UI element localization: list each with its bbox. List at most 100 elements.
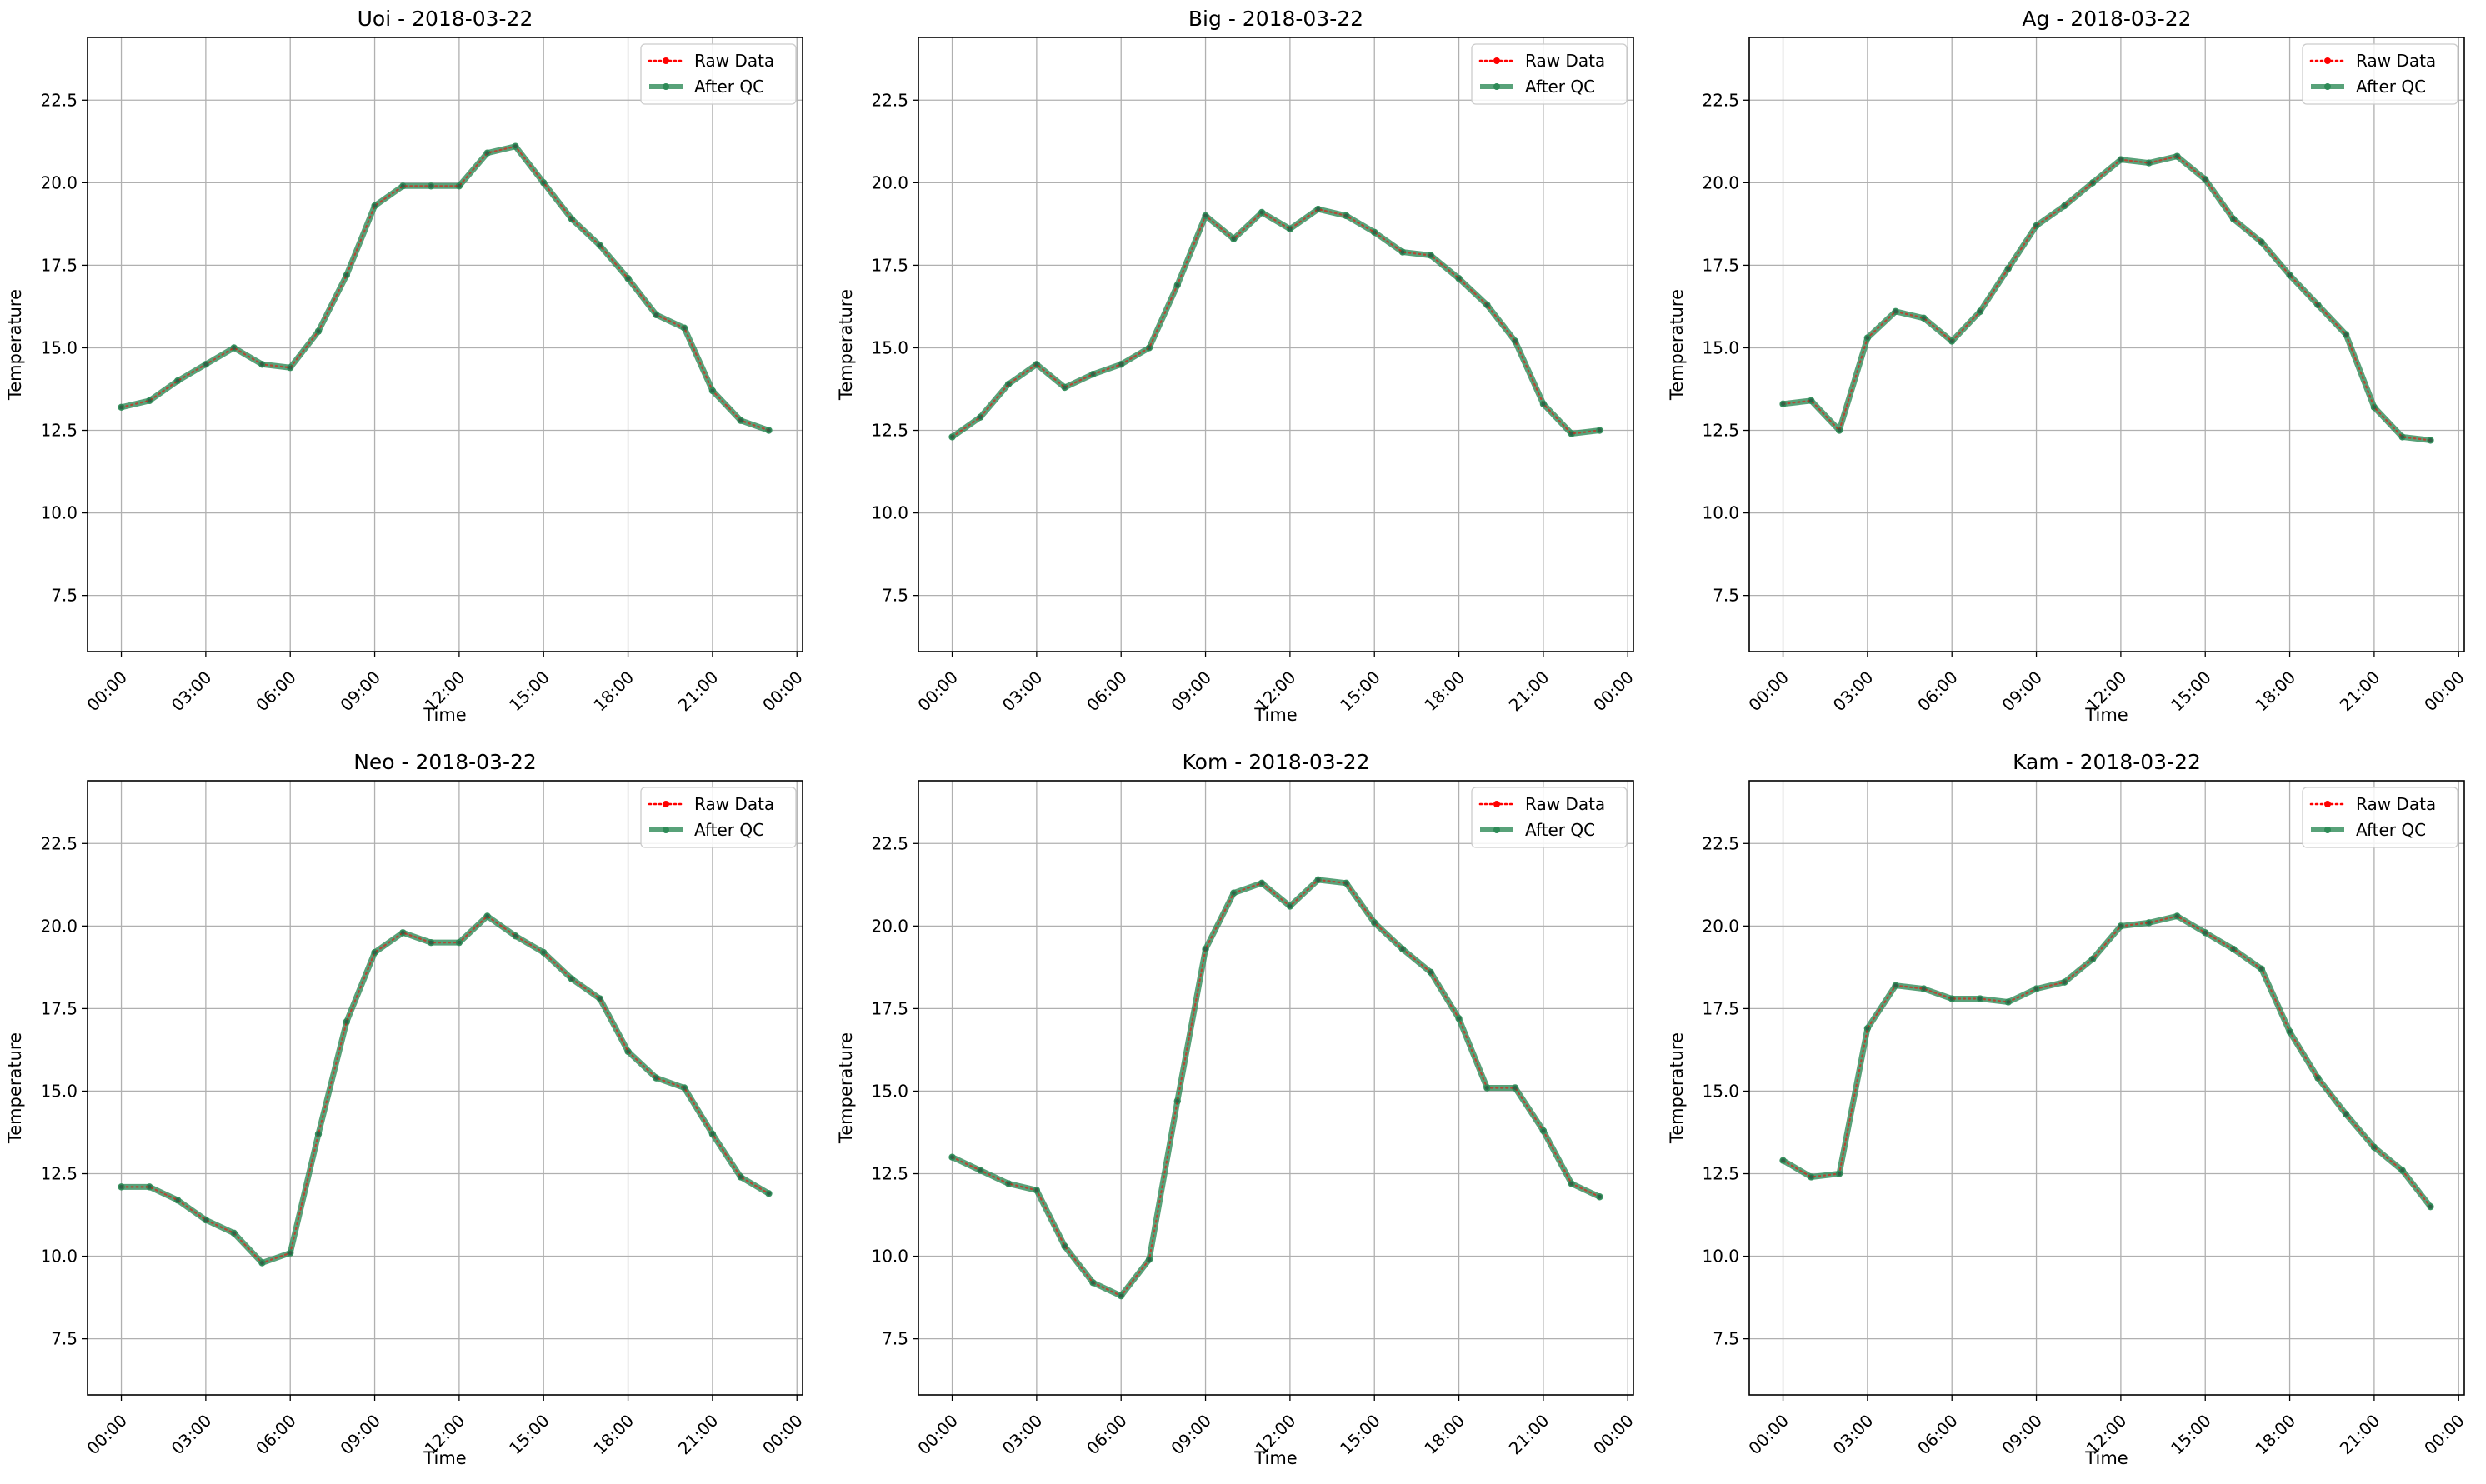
raw-data-point (2034, 987, 2038, 992)
y-tick-label: 17.5 (871, 255, 908, 275)
raw-data-point (1231, 237, 1236, 242)
raw-data-point (1316, 877, 1321, 882)
raw-data-point (569, 217, 574, 222)
raw-data-point (2428, 438, 2433, 442)
raw-data-point (2288, 1029, 2292, 1034)
legend-after-qc-marker (2324, 83, 2331, 90)
raw-data-point (738, 418, 743, 423)
y-tick-label: 15.0 (40, 337, 78, 357)
raw-data-point (2343, 1112, 2348, 1117)
y-tick-label: 12.5 (871, 1164, 908, 1184)
y-tick-label: 17.5 (40, 255, 78, 275)
raw-data-point (1837, 428, 1842, 432)
raw-data-point (1569, 1182, 1574, 1186)
raw-data-point (457, 940, 462, 945)
legend-label-after-qc: After QC (694, 820, 764, 840)
raw-data-point (541, 950, 546, 955)
y-tick-label: 7.5 (51, 586, 78, 606)
raw-data-point (2315, 1076, 2320, 1081)
legend-raw-marker (663, 57, 669, 64)
raw-data-point (2118, 923, 2123, 928)
panel-title: Neo - 2018-03-22 (353, 750, 537, 774)
legend-label-after-qc: After QC (2356, 77, 2426, 97)
raw-data-point (569, 977, 574, 982)
raw-data-point (2034, 223, 2038, 228)
y-tick-label: 22.5 (1702, 90, 1739, 110)
raw-data-point (2147, 161, 2152, 165)
raw-data-point (2090, 957, 2095, 962)
raw-data-point (1893, 309, 1898, 314)
raw-data-point (1118, 362, 1123, 367)
raw-data-point (1034, 362, 1039, 367)
raw-data-point (175, 1197, 180, 1202)
raw-data-point (232, 1231, 237, 1236)
y-axis-label: Temperature (5, 289, 25, 401)
y-tick-label: 10.0 (1702, 1247, 1739, 1267)
raw-data-point (1147, 1257, 1152, 1262)
y-tick-label: 20.0 (1702, 172, 1739, 192)
raw-data-point (1541, 402, 1546, 407)
raw-data-point (485, 151, 490, 156)
raw-data-point (2147, 920, 2152, 925)
y-tick-label: 15.0 (871, 1081, 908, 1101)
y-tick-label: 12.5 (871, 421, 908, 441)
raw-data-point (653, 1076, 658, 1081)
raw-data-point (316, 1132, 321, 1137)
raw-data-point (2062, 980, 2067, 985)
raw-data-point (147, 1184, 152, 1189)
raw-data-point (1288, 904, 1293, 908)
panel-title: Kam - 2018-03-22 (2013, 750, 2201, 774)
y-tick-label: 20.0 (1702, 916, 1739, 936)
legend-raw-marker (2324, 57, 2331, 64)
raw-data-point (232, 346, 237, 350)
legend: Raw Data After QC (640, 43, 797, 105)
panel-title: Kom - 2018-03-22 (1183, 750, 1370, 774)
raw-data-point (1598, 1194, 1602, 1199)
raw-data-point (1978, 309, 1983, 314)
y-tick-label: 12.5 (1702, 421, 1739, 441)
raw-data-point (1922, 316, 1926, 321)
raw-data-point (1865, 336, 1870, 340)
y-tick-label: 22.5 (40, 833, 78, 853)
raw-data-point (2175, 914, 2179, 918)
x-axis-label: Time (423, 1448, 466, 1468)
raw-data-point (1147, 346, 1152, 350)
raw-data-line (120, 915, 770, 1264)
raw-data-point (457, 183, 462, 188)
raw-data-point (203, 362, 208, 367)
raw-data-point (1922, 987, 1926, 992)
legend-after-qc-marker (663, 827, 669, 833)
y-tick-label: 7.5 (882, 586, 908, 606)
raw-data-line (951, 207, 1601, 438)
y-tick-label: 22.5 (40, 90, 78, 110)
raw-data-point (2372, 1145, 2377, 1150)
raw-data-line (951, 878, 1601, 1297)
x-axis-label: Time (1253, 1448, 1297, 1468)
y-tick-label: 10.0 (1702, 503, 1739, 523)
raw-data-point (2203, 930, 2208, 935)
legend-after-qc-marker (1493, 83, 1500, 90)
y-tick-label: 20.0 (871, 172, 908, 192)
y-tick-label: 20.0 (40, 172, 78, 192)
panel-4: 00:00 03:00 06:00 09:00 12:00 15:00 18:00 21:00… (836, 750, 1638, 1468)
raw-data-point (428, 183, 433, 188)
raw-data-point (1118, 1293, 1123, 1298)
y-tick-label: 17.5 (40, 998, 78, 1018)
legend-label-raw: Raw Data (694, 51, 774, 71)
axes-frame (918, 780, 1634, 1396)
y-tick-label: 17.5 (1702, 255, 1739, 275)
raw-data-point (1372, 230, 1377, 235)
raw-data-point (1259, 210, 1264, 215)
raw-data-point (400, 930, 405, 935)
legend-label-after-qc: After QC (1525, 820, 1595, 840)
raw-data-point (978, 1168, 983, 1172)
raw-data-point (2343, 332, 2348, 337)
raw-data-point (2400, 435, 2405, 439)
y-tick-label: 22.5 (1702, 833, 1739, 853)
y-tick-label: 15.0 (871, 337, 908, 357)
raw-data-point (1484, 302, 1489, 307)
raw-data-point (2372, 405, 2377, 410)
panel-title: Big - 2018-03-22 (1188, 7, 1363, 31)
y-tick-label: 10.0 (871, 1247, 908, 1267)
